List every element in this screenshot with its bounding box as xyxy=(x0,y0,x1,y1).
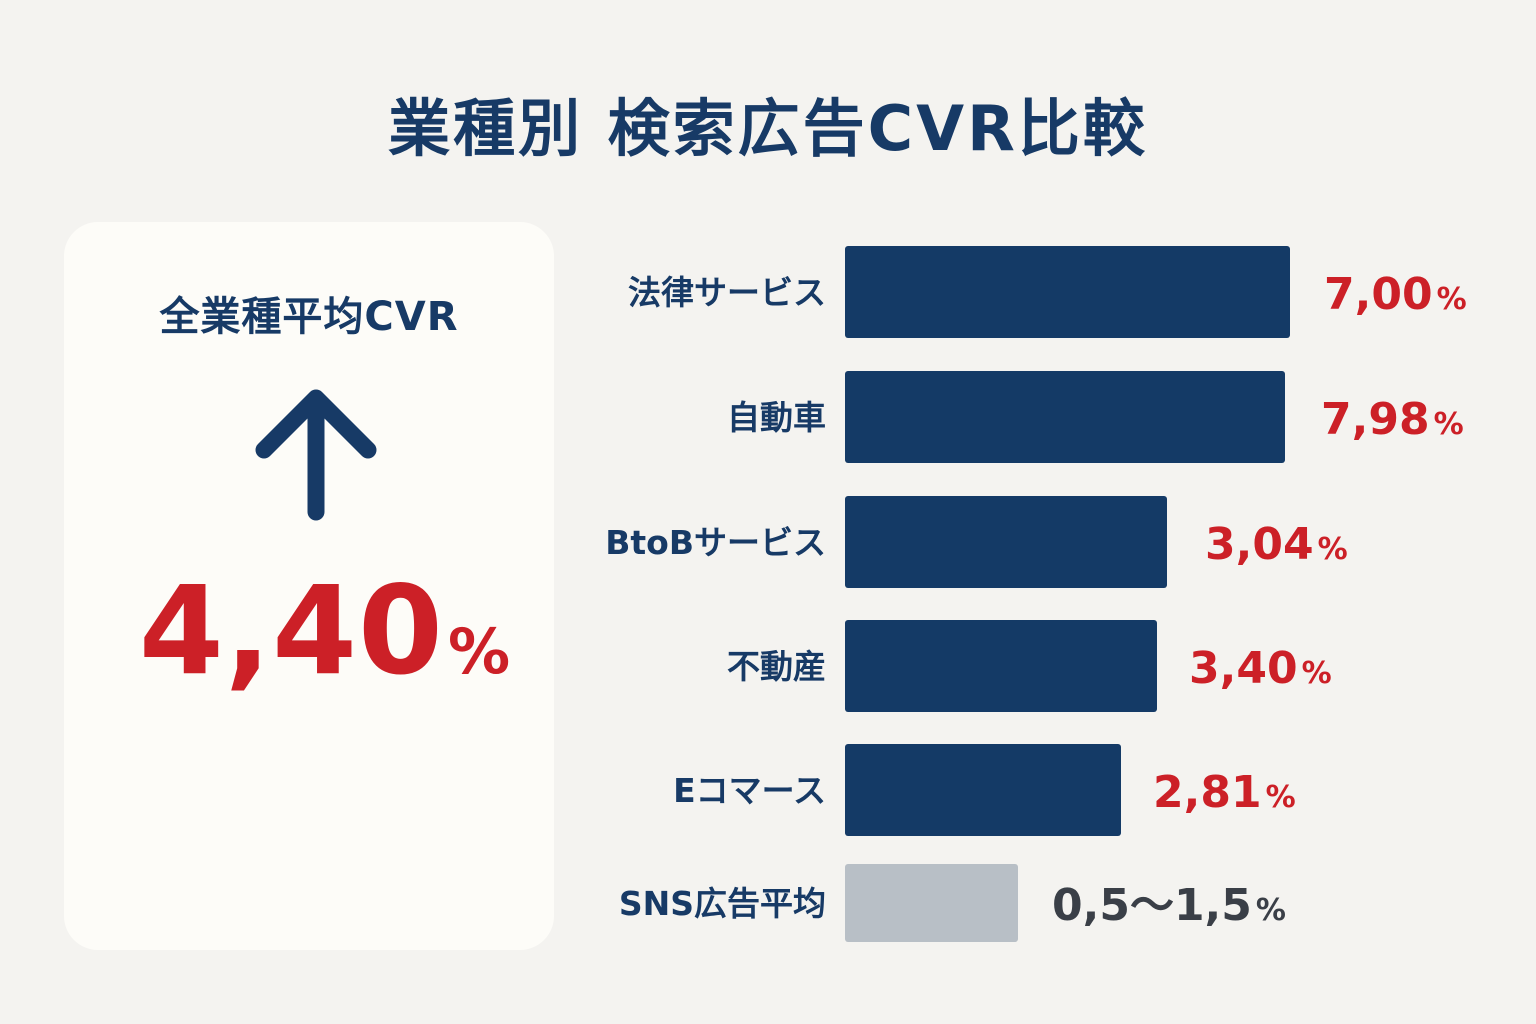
average-cvr-label: 全業種平均CVR xyxy=(159,294,459,340)
category-label-4: Eコマース xyxy=(673,771,826,810)
value-label-2: 3,04% xyxy=(1205,519,1348,570)
bar-0 xyxy=(845,246,1290,338)
category-label-1: 自動車 xyxy=(727,398,826,437)
page-title: 業種別 検索広告CVR比較 xyxy=(388,92,1148,165)
average-cvr-value: 4,40% xyxy=(0,570,650,692)
value-label-3: 3,40% xyxy=(1189,643,1332,694)
bar-3 xyxy=(845,620,1157,712)
bar-4 xyxy=(845,744,1121,836)
category-label-5: SNS広告平均 xyxy=(619,884,826,923)
category-label-0: 法律サービス xyxy=(628,273,826,312)
bar-5 xyxy=(845,864,1018,942)
category-label-3: 不動産 xyxy=(727,647,826,686)
average-cvr-number: 4,40 xyxy=(138,560,444,702)
bar-1 xyxy=(845,371,1285,463)
value-label-4: 2,81% xyxy=(1153,767,1296,818)
category-label-2: BtoBサービス xyxy=(605,523,826,562)
up-arrow-icon xyxy=(255,389,377,521)
average-cvr-card xyxy=(64,222,554,950)
value-label-0: 7,00% xyxy=(1324,269,1467,320)
value-label-1: 7,98% xyxy=(1321,394,1464,445)
bar-2 xyxy=(845,496,1167,588)
value-label-5: 0,5～1,5% xyxy=(1052,880,1286,931)
average-cvr-unit: % xyxy=(447,615,512,688)
